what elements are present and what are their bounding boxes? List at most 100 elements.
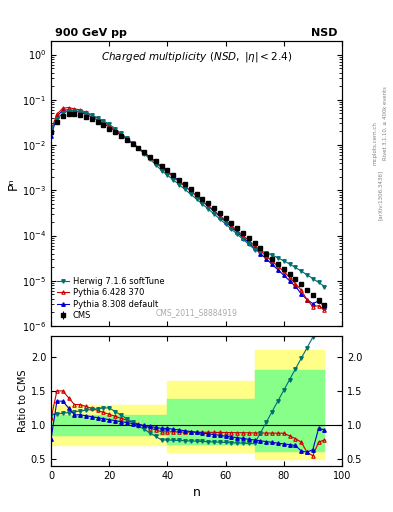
Pythia 8.308 default <box>66 106 71 113</box>
Pythia 8.308 default <box>305 296 309 303</box>
Herwig 7.1.6 softTune <box>107 121 112 127</box>
Pythia 8.308 default <box>107 124 112 130</box>
Text: [arXiv:1306.3436]: [arXiv:1306.3436] <box>378 169 383 220</box>
Pythia 6.428 370 <box>72 106 77 112</box>
Pythia 6.428 370 <box>316 303 321 309</box>
Pythia 6.428 370 <box>217 212 222 219</box>
Pythia 8.308 default <box>235 229 240 236</box>
Pythia 6.428 370 <box>246 238 251 244</box>
Pythia 8.308 default <box>165 168 170 174</box>
Pythia 8.308 default <box>119 132 123 138</box>
Pythia 6.428 370 <box>148 155 152 161</box>
Herwig 7.1.6 softTune <box>113 125 118 132</box>
Herwig 7.1.6 softTune <box>101 118 106 124</box>
Pythia 6.428 370 <box>49 127 53 133</box>
Pythia 8.308 default <box>101 120 106 126</box>
Pythia 8.308 default <box>72 108 77 114</box>
Pythia 8.308 default <box>171 173 176 179</box>
Y-axis label: Pⁿ: Pⁿ <box>6 177 19 190</box>
Pythia 6.428 370 <box>84 109 88 115</box>
Pythia 6.428 370 <box>264 253 269 259</box>
Pythia 8.308 default <box>49 133 53 139</box>
Pythia 8.308 default <box>153 159 158 165</box>
Herwig 7.1.6 softTune <box>281 258 286 264</box>
Herwig 7.1.6 softTune <box>119 130 123 136</box>
Herwig 7.1.6 softTune <box>322 284 327 290</box>
Pythia 8.308 default <box>182 183 187 189</box>
Pythia 6.428 370 <box>229 222 234 228</box>
Pythia 6.428 370 <box>165 169 170 176</box>
Herwig 7.1.6 softTune <box>49 126 53 132</box>
Herwig 7.1.6 softTune <box>235 231 240 237</box>
Pythia 6.428 370 <box>113 127 118 133</box>
Pythia 8.308 default <box>61 107 65 113</box>
Legend: Herwig 7.1.6 softTune, Pythia 6.428 370, Pythia 8.308 default, CMS: Herwig 7.1.6 softTune, Pythia 6.428 370,… <box>55 275 166 322</box>
Pythia 6.428 370 <box>287 274 292 281</box>
Pythia 6.428 370 <box>270 258 274 264</box>
Herwig 7.1.6 softTune <box>194 196 199 202</box>
Pythia 8.308 default <box>293 283 298 289</box>
Pythia 6.428 370 <box>55 111 59 117</box>
Pythia 8.308 default <box>211 208 216 215</box>
Pythia 6.428 370 <box>293 281 298 287</box>
Pythia 6.428 370 <box>61 105 65 111</box>
Herwig 7.1.6 softTune <box>72 108 77 114</box>
Line: Herwig 7.1.6 softTune: Herwig 7.1.6 softTune <box>50 109 326 288</box>
Pythia 6.428 370 <box>107 123 112 129</box>
Herwig 7.1.6 softTune <box>206 206 211 212</box>
Herwig 7.1.6 softTune <box>211 211 216 217</box>
Pythia 6.428 370 <box>310 304 315 310</box>
Pythia 8.308 default <box>95 117 100 123</box>
Herwig 7.1.6 softTune <box>61 110 65 116</box>
Pythia 6.428 370 <box>159 165 164 171</box>
Herwig 7.1.6 softTune <box>258 248 263 254</box>
Text: mcplots.cern.ch: mcplots.cern.ch <box>373 121 378 165</box>
Pythia 6.428 370 <box>252 243 257 249</box>
Pythia 6.428 370 <box>78 107 83 113</box>
Herwig 7.1.6 softTune <box>270 252 274 258</box>
Herwig 7.1.6 softTune <box>241 236 245 242</box>
Herwig 7.1.6 softTune <box>124 135 129 141</box>
Pythia 8.308 default <box>270 261 274 267</box>
Pythia 8.308 default <box>223 219 228 225</box>
Text: NSD: NSD <box>312 28 338 38</box>
Pythia 6.428 370 <box>66 104 71 111</box>
Herwig 7.1.6 softTune <box>305 272 309 278</box>
Pythia 8.308 default <box>299 291 303 297</box>
Herwig 7.1.6 softTune <box>200 201 205 207</box>
Pythia 6.428 370 <box>322 307 327 313</box>
Pythia 8.308 default <box>148 154 152 160</box>
Herwig 7.1.6 softTune <box>299 268 303 274</box>
Herwig 7.1.6 softTune <box>165 172 170 178</box>
Pythia 6.428 370 <box>211 207 216 214</box>
Herwig 7.1.6 softTune <box>84 110 88 116</box>
Line: Pythia 8.308 default: Pythia 8.308 default <box>50 108 326 308</box>
Y-axis label: Ratio to CMS: Ratio to CMS <box>18 370 28 433</box>
Pythia 8.308 default <box>90 114 94 120</box>
Herwig 7.1.6 softTune <box>171 177 176 183</box>
Pythia 8.308 default <box>84 111 88 117</box>
Herwig 7.1.6 softTune <box>130 140 135 146</box>
Pythia 6.428 370 <box>124 136 129 142</box>
Pythia 6.428 370 <box>188 188 193 194</box>
Herwig 7.1.6 softTune <box>287 261 292 267</box>
Pythia 8.308 default <box>287 278 292 284</box>
Pythia 6.428 370 <box>119 131 123 137</box>
Pythia 8.308 default <box>252 245 257 251</box>
Herwig 7.1.6 softTune <box>293 264 298 270</box>
Pythia 8.308 default <box>200 198 205 204</box>
Pythia 6.428 370 <box>275 263 280 269</box>
Herwig 7.1.6 softTune <box>223 221 228 227</box>
Pythia 8.308 default <box>310 301 315 307</box>
Pythia 6.428 370 <box>200 198 205 204</box>
Pythia 8.308 default <box>241 234 245 241</box>
Herwig 7.1.6 softTune <box>136 145 141 152</box>
Herwig 7.1.6 softTune <box>148 156 152 162</box>
Pythia 8.308 default <box>206 203 211 209</box>
Pythia 6.428 370 <box>101 119 106 125</box>
Herwig 7.1.6 softTune <box>159 167 164 174</box>
Pythia 8.308 default <box>142 150 147 156</box>
Pythia 8.308 default <box>194 193 199 199</box>
Pythia 6.428 370 <box>182 183 187 189</box>
Herwig 7.1.6 softTune <box>78 109 83 115</box>
